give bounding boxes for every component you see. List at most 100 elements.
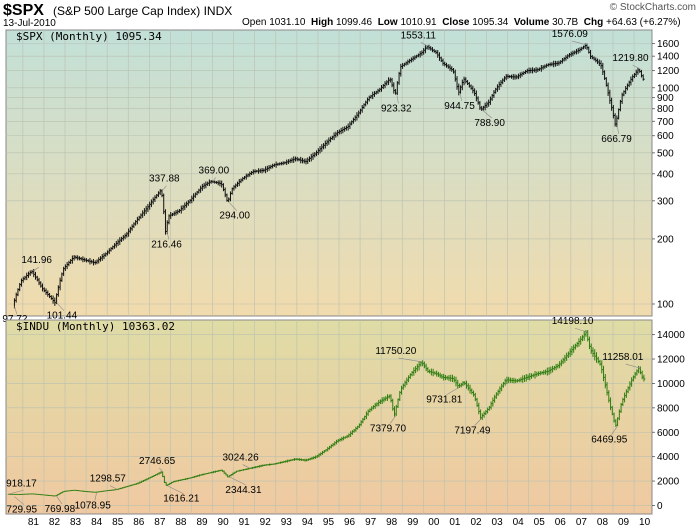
spx-annotation-leader (420, 42, 429, 47)
indu-x-tick-label: 83 (70, 517, 82, 528)
volume-value: 30.7B (552, 17, 579, 28)
indu-annotation-label: 1616.21 (163, 494, 200, 505)
change-label: Chg (583, 17, 604, 28)
indu-x-tick-label: 00 (428, 517, 440, 528)
index-name: (S&P 500 Large Cap Index) INDX (53, 4, 232, 18)
spx-annotation-leader (166, 231, 169, 240)
indu-x-tick-label: 98 (386, 517, 398, 528)
indu-annotation-label: 11258.01 (602, 352, 643, 363)
indu-x-tick-label: 88 (175, 517, 187, 528)
indu-annotations: 918.17 729.95 769.98 1298.57 1078.95 2746.65 1… (6, 316, 644, 515)
indu-x-tick-label: 81 (28, 517, 40, 528)
spx-y-tick-label: 500 (657, 148, 674, 159)
spx-y-tick-label: 100 (657, 299, 674, 310)
volume-label: Volume (513, 17, 550, 28)
open-label: Open (242, 17, 267, 28)
indu-annotation-leader (242, 464, 251, 469)
close-label: Close (442, 17, 470, 28)
indu-annotation-leader (474, 417, 483, 426)
indu-annotation-leader (446, 386, 461, 395)
indu-annotation-label: 769.98 (45, 504, 76, 515)
spx-annotation-label: 141.96 (21, 255, 52, 266)
indu-x-tick-label: 94 (302, 517, 314, 528)
indu-y-tick-label: 14000 (657, 330, 685, 341)
spx-annotation-label: 788.90 (474, 118, 505, 129)
indu-annotation-leader (229, 476, 246, 486)
spx-y-tick-label: 1200 (657, 66, 680, 77)
indu-annotation-leader (611, 426, 618, 435)
spx-panel: 97.72141.96101.44337.88216.46369.00294.0… (2, 29, 680, 330)
indu-annotation-label: 7379.70 (370, 423, 407, 434)
indu-x-tick-label: 95 (323, 517, 335, 528)
indu-annotation-label: 918.17 (6, 478, 37, 489)
indu-annotation-leader (389, 415, 397, 424)
ticker-symbol: $SPX (3, 2, 44, 19)
indu-y-tick-label: 0 (657, 501, 663, 512)
indu-x-tick-label: 08 (597, 517, 609, 528)
spx-y-tick-label: 200 (657, 234, 674, 245)
spx-y-tick-label: 400 (657, 169, 674, 180)
spx-y-tick-label: 1600 (657, 39, 680, 50)
spx-annotation-label: 369.00 (199, 165, 230, 176)
spx-price-bars (13, 43, 645, 309)
indu-y-tick-label: 2000 (657, 477, 680, 488)
spx-annotation-label: 101.44 (47, 311, 78, 322)
indu-x-tick-label: 89 (196, 517, 208, 528)
indu-annotation-leader (56, 495, 63, 505)
indu-annotation-label: 11750.20 (375, 346, 416, 357)
indu-x-tick-label: 93 (281, 517, 293, 528)
indu-x-tick-label: 97 (365, 517, 377, 528)
spx-y-tick-label: 300 (657, 196, 674, 207)
spx-annotation-label: 944.75 (444, 101, 475, 112)
open-value: 1031.10 (269, 17, 306, 28)
indu-y-tick-label: 8000 (657, 403, 680, 414)
indu-annotation-leader (8, 489, 24, 495)
indu-x-tick-label: 03 (492, 517, 504, 528)
indu-annotation-leader (159, 467, 164, 473)
spx-annotation-leader (14, 306, 18, 315)
close-value: 1095.34 (472, 17, 509, 28)
indu-x-axis: 81 82 83 84 85 86 87 88 89 90 91 92 93 94 95 96 97 98 99 00… (28, 517, 651, 528)
change-value: +64.63 (+6.27%) (606, 17, 681, 28)
high-value: 1099.46 (335, 17, 373, 28)
indu-annotation-leader (625, 363, 641, 369)
spx-annotation-label: 337.88 (149, 174, 180, 185)
indu-x-tick-label: 10 (639, 517, 651, 528)
indu-annotation-leader (94, 492, 97, 501)
spx-y-tick-label: 1400 (657, 52, 680, 63)
indu-annotation-leader (109, 485, 118, 490)
spx-annotation-leader (229, 202, 238, 211)
spx-plot-area (5, 29, 653, 317)
indu-annotation-label: 2344.31 (225, 485, 262, 496)
spx-annotation-leader (56, 302, 65, 311)
indu-x-tick-label: 05 (534, 517, 546, 528)
indu-annotation-label: 7197.49 (454, 426, 491, 437)
exchange-code: INDX (203, 4, 233, 18)
chart-header: $SPX (S&P 500 Large Cap Index) INDX 13-J… (0, 0, 700, 30)
indu-x-tick-label: 07 (576, 517, 588, 528)
spx-y-tick-label: 800 (657, 104, 674, 115)
quote-date: 13-Jul-2010 (3, 18, 56, 29)
indu-annotation-label: 1298.57 (90, 474, 127, 485)
spx-annotation-leader (162, 185, 167, 190)
indu-y-tick-label: 6000 (657, 428, 680, 439)
indu-x-tick-label: 04 (513, 517, 525, 528)
low-label: Low (377, 17, 398, 28)
indu-x-tick-label: 09 (618, 517, 630, 528)
indu-x-tick-label: 85 (112, 517, 124, 528)
spx-y-tick-label: 700 (657, 117, 674, 128)
indu-plot-area (5, 319, 653, 515)
indu-x-tick-label: 90 (218, 517, 230, 528)
spx-annotation-label: 1576.09 (552, 29, 589, 40)
indu-annotation-leader (574, 327, 588, 333)
indu-x-tick-label: 01 (449, 517, 461, 528)
spx-gridlines (6, 30, 652, 316)
indu-x-tick-label: 86 (133, 517, 145, 528)
spx-y-tick-label: 600 (657, 131, 674, 142)
spx-annotation-leader (482, 109, 492, 119)
index-long-name: (S&P 500 Large Cap Index) (53, 4, 201, 18)
spx-annotation-label: 1553.11 (401, 30, 437, 41)
spx-annotation-leader (212, 177, 217, 182)
